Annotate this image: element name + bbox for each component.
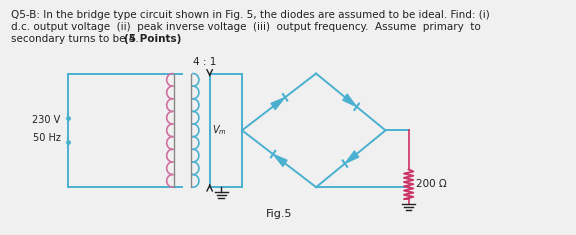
Text: Fig.5: Fig.5 bbox=[266, 209, 292, 219]
Text: 230 V: 230 V bbox=[32, 115, 60, 125]
Text: $V_m$: $V_m$ bbox=[213, 123, 227, 137]
Polygon shape bbox=[343, 94, 357, 107]
Polygon shape bbox=[345, 151, 359, 164]
Text: Q5-B: In the bridge type circuit shown in Fig. 5, the diodes are assumed to be i: Q5-B: In the bridge type circuit shown i… bbox=[10, 10, 490, 20]
Text: 200 Ω: 200 Ω bbox=[416, 179, 447, 189]
Text: 50 Hz: 50 Hz bbox=[33, 133, 60, 143]
Polygon shape bbox=[273, 154, 287, 167]
Text: d.c. output voltage  (ii)  peak inverse voltage  (iii)  output frequency.  Assum: d.c. output voltage (ii) peak inverse vo… bbox=[10, 22, 480, 32]
Text: secondary turns to be 4.: secondary turns to be 4. bbox=[10, 34, 161, 44]
Polygon shape bbox=[271, 97, 285, 110]
Text: 4 : 1: 4 : 1 bbox=[194, 57, 217, 67]
Text: (5 Points): (5 Points) bbox=[124, 34, 181, 44]
